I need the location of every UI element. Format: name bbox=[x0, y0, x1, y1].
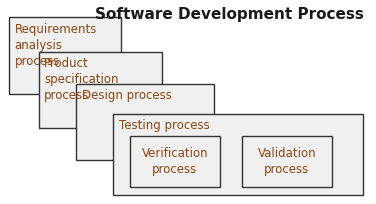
FancyBboxPatch shape bbox=[113, 114, 364, 195]
Text: Requirements
analysis
process: Requirements analysis process bbox=[14, 22, 97, 68]
Text: Software Development Process: Software Development Process bbox=[94, 7, 364, 22]
Text: Product
specification
process: Product specification process bbox=[44, 57, 119, 102]
FancyBboxPatch shape bbox=[76, 84, 214, 160]
FancyBboxPatch shape bbox=[130, 136, 220, 186]
FancyBboxPatch shape bbox=[242, 136, 332, 186]
Text: Testing process: Testing process bbox=[119, 119, 210, 132]
Text: Design process: Design process bbox=[82, 89, 171, 102]
FancyBboxPatch shape bbox=[9, 18, 121, 94]
Text: Verification
process: Verification process bbox=[142, 147, 208, 176]
FancyBboxPatch shape bbox=[39, 52, 162, 128]
Text: Validation
process: Validation process bbox=[258, 147, 316, 176]
